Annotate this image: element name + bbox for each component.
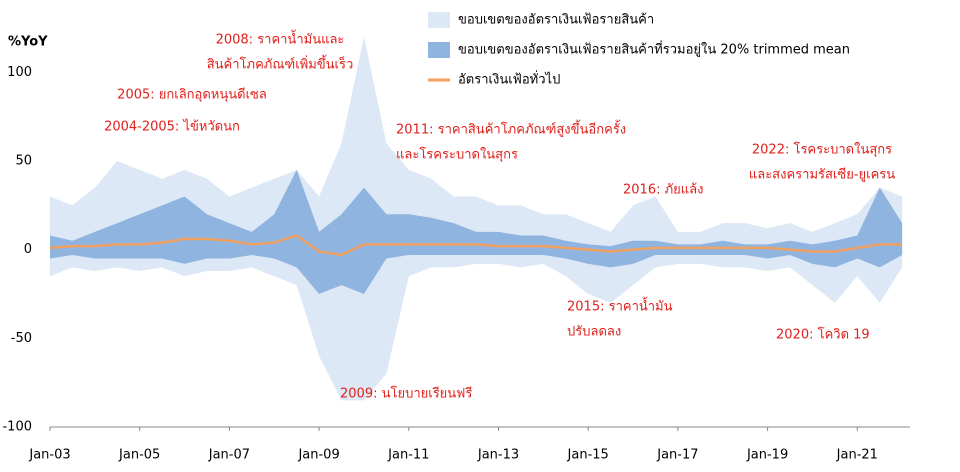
x-tick-label: Jan-07 [208, 448, 250, 463]
legend-label: ขอบเขตของอัตราเงินเฟ้อรายสินค้า [458, 13, 654, 28]
y-tick-label: 50 [15, 154, 32, 169]
x-tick-label: Jan-13 [477, 448, 519, 463]
y-tick-label: -100 [2, 420, 32, 435]
annotation: ปรับลดลง [567, 325, 621, 340]
legend-swatch [428, 42, 450, 58]
x-tick-label: Jan-09 [297, 448, 339, 463]
annotation: 2005: ยกเลิกอุดหนุนดีเซล [117, 87, 267, 103]
y-tick-label: -50 [11, 331, 32, 346]
legend-label: อัตราเงินเฟ้อทั่วไป [458, 71, 560, 88]
annotation: และโรคระบาดในสุกร [396, 147, 518, 163]
y-tick-label: 100 [7, 65, 32, 80]
annotation: 2004-2005: ไข้หวัดนก [104, 119, 240, 135]
legend-swatch [428, 12, 450, 28]
annotation: 2008: ราคาน้ำมันและ [216, 30, 345, 48]
band-area [50, 36, 903, 401]
x-tick-label: Jan-03 [28, 448, 70, 463]
x-tick-label: Jan-11 [387, 448, 429, 463]
x-tick-label: Jan-19 [746, 448, 788, 463]
line [49, 234, 903, 257]
x-tick-label: Jan-15 [567, 448, 609, 463]
x-tick-label: Jan-05 [118, 448, 160, 463]
annotation: 2022: โรคระบาดในสุกร [752, 142, 892, 158]
x-tick-label: Jan-17 [656, 448, 698, 463]
annotation: 2009: นโยบายเรียนฟรี [340, 386, 472, 402]
band-area [50, 169, 903, 294]
x-tick-label: Jan-21 [836, 448, 878, 463]
y-axis-label: %YoY [8, 35, 48, 50]
annotation: และสงครามรัสเซีย-ยูเครน [749, 167, 895, 183]
annotation: สินค้าโภคภัณฑ์เพิ่มขึ้นเร็ว [207, 55, 354, 73]
y-tick-label: 0 [24, 242, 32, 257]
annotation: 2020: โควิด 19 [776, 327, 870, 343]
legend-label: ขอบเขตของอัตราเงินเฟ้อรายสินค้าที่รวมอยู… [458, 41, 850, 58]
annotation: 2015: ราคาน้ำมัน [567, 297, 673, 315]
annotation: 2016: ภัยแล้ง [623, 183, 703, 198]
annotation: 2011: ราคาสินค้าโภคภัณฑ์สูงขึ้นอีกครั้ง [396, 120, 626, 138]
